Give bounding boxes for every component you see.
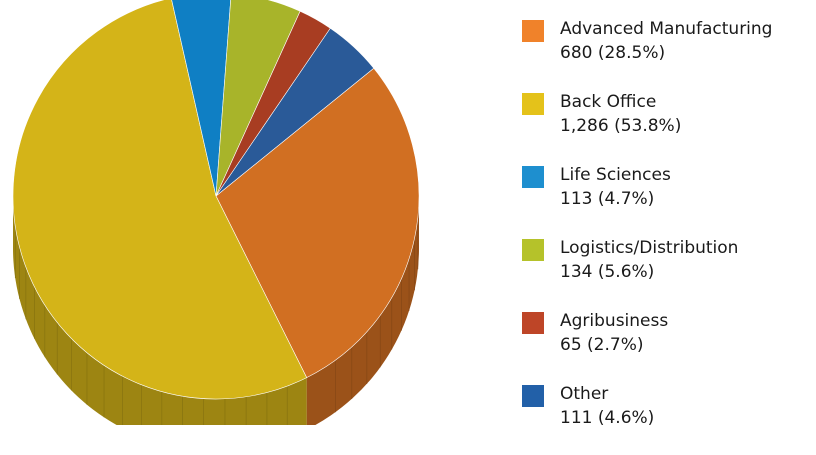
legend-swatch [522, 239, 544, 261]
legend-swatch [522, 166, 544, 188]
legend-item-back-office: Back Office 1,286 (53.8%) [522, 90, 816, 163]
legend-value: 680 (28.5%) [560, 43, 666, 63]
legend-swatch [522, 385, 544, 407]
legend-value: 1,286 (53.8%) [560, 116, 682, 136]
pie-slice-other[interactable] [215, 27, 375, 197]
legend-label: Other [560, 384, 609, 404]
legend-value: 65 (2.7%) [560, 335, 644, 355]
pie-side-back-office [13, 196, 307, 425]
legend-item-logistics-distribution: Logistics/Distribution 134 (5.6%) [522, 236, 816, 309]
legend-label: Logistics/Distribution [560, 238, 739, 258]
legend-item-advanced-manufacturing: Advanced Manufacturing 680 (28.5%) [522, 17, 816, 90]
pie-slice-advanced-manufacturing[interactable] [215, 67, 420, 379]
legend-swatch [522, 93, 544, 115]
pie-slice-life-sciences[interactable] [171, 0, 231, 197]
pie-side-advanced-manufacturing [306, 196, 419, 425]
legend-value: 113 (4.7%) [560, 189, 655, 209]
pie-chart [12, 0, 420, 425]
legend-item-other: Other 111 (4.6%) [522, 382, 816, 455]
legend-value: 111 (4.6%) [560, 408, 655, 428]
pie-slice-back-office[interactable] [12, 0, 308, 400]
legend-label: Agribusiness [560, 311, 669, 331]
pie-top [12, 0, 420, 400]
legend: Advanced Manufacturing 680 (28.5%) Back Of… [522, 17, 816, 455]
legend-item-life-sciences: Life Sciences 113 (4.7%) [522, 163, 816, 236]
legend-swatch [522, 20, 544, 42]
chart-container: Advanced Manufacturing 680 (28.5%) Back Of… [12, 0, 772, 428]
legend-label: Life Sciences [560, 165, 671, 185]
legend-label: Back Office [560, 92, 657, 112]
legend-swatch [522, 312, 544, 334]
legend-value: 134 (5.6%) [560, 262, 655, 282]
legend-item-agribusiness: Agribusiness 65 (2.7%) [522, 309, 816, 382]
legend-label: Advanced Manufacturing [560, 19, 773, 39]
pie-side-walls [13, 196, 419, 425]
